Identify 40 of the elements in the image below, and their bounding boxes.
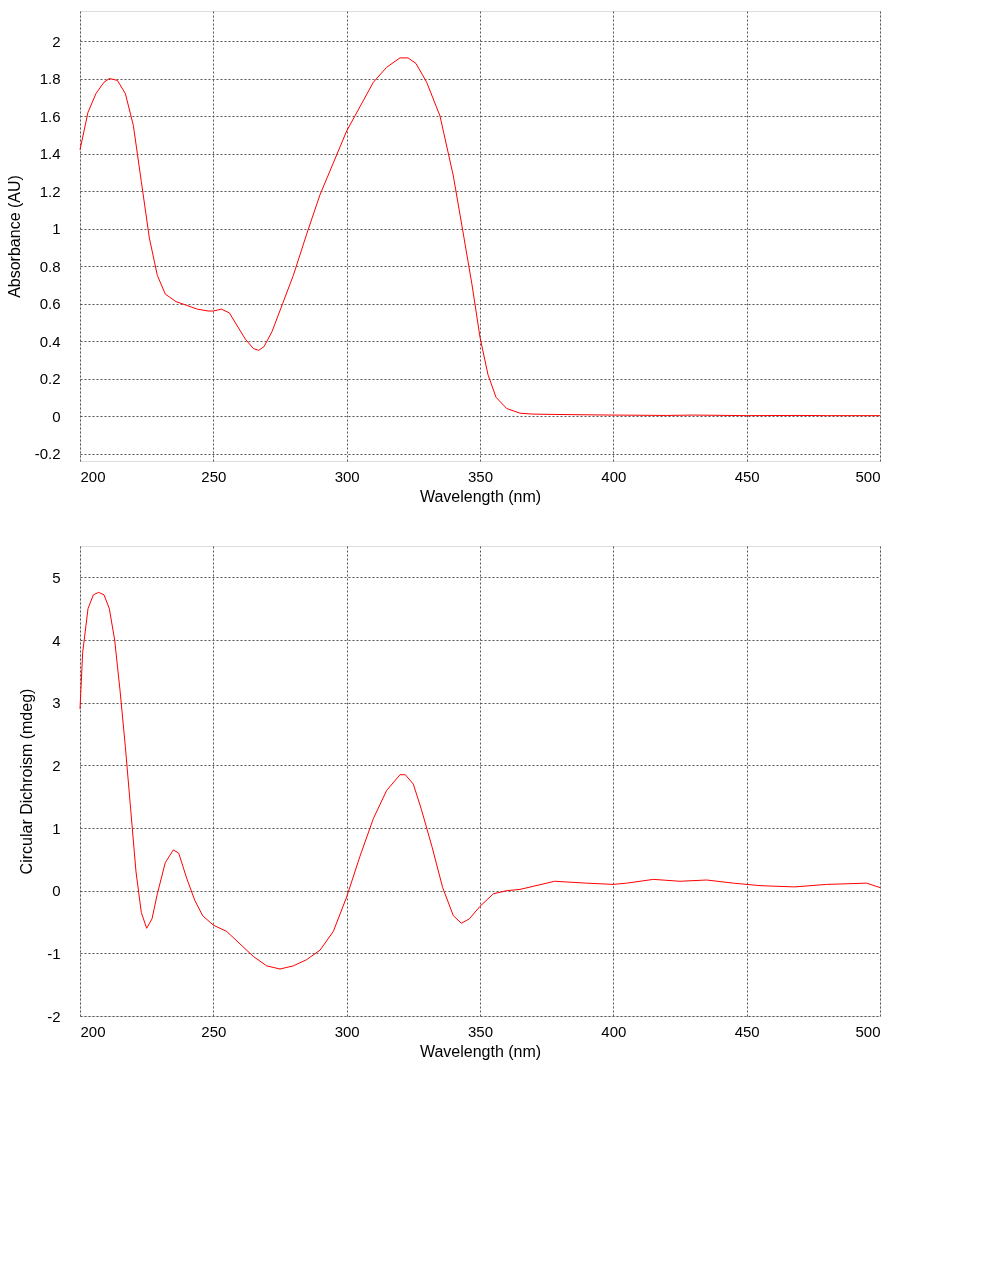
y-tick-label: -0.2 — [34, 445, 61, 462]
y-tick-label: 0.2 — [39, 370, 61, 387]
y-tick-label: 1.6 — [39, 107, 61, 125]
x-tick-label: 300 — [334, 1022, 360, 1040]
x-tick-label: 250 — [201, 1022, 227, 1040]
y-tick-label: 0 — [52, 407, 61, 425]
x-axis-title: Wavelength (nm) — [419, 487, 542, 505]
x-tick-label: 350 — [467, 467, 494, 485]
y-tick-label: 0 — [52, 882, 61, 900]
x-tick-label: 200 — [80, 1022, 106, 1040]
x-tick-label: 400 — [601, 467, 627, 485]
y-tick-label: 0.4 — [39, 332, 61, 350]
line-series — [79, 591, 881, 970]
x-tick-label: 500 — [855, 467, 881, 485]
x-tick-label: 350 — [467, 1022, 494, 1040]
x-tick-label: 200 — [80, 467, 106, 485]
y-tick-label: 5 — [52, 568, 61, 586]
y-tick-label: 1.2 — [39, 182, 61, 200]
x-tick-label: 250 — [201, 467, 227, 485]
y-tick-label: 1 — [52, 819, 61, 837]
y-tick-label: 4 — [52, 631, 61, 649]
y-tick-label: 1.4 — [39, 145, 61, 162]
x-axis-title: Wavelength (nm) — [419, 1042, 542, 1060]
y-tick-label: 0.8 — [39, 257, 61, 275]
y-axis-title: Absorbance (AU) — [5, 175, 23, 298]
x-tick-label: 500 — [855, 1022, 881, 1040]
x-tick-label: 300 — [334, 467, 360, 485]
x-tick-label: 400 — [601, 1022, 627, 1040]
y-tick-label: 2 — [52, 32, 61, 50]
y-tick-label: 1 — [52, 220, 61, 237]
y-tick-label: 2 — [52, 756, 61, 774]
y-tick-label: -1 — [47, 944, 61, 962]
y-tick-label: 1.8 — [39, 70, 61, 87]
line-series — [79, 57, 881, 417]
y-tick-label: 3 — [52, 694, 61, 712]
y-tick-label: -2 — [47, 1007, 61, 1025]
x-tick-label: 450 — [734, 1022, 760, 1040]
y-tick-label: 0.6 — [39, 295, 61, 312]
y-axis-title: Circular Dichroism (mdeg) — [18, 688, 36, 875]
x-tick-label: 450 — [734, 467, 760, 485]
